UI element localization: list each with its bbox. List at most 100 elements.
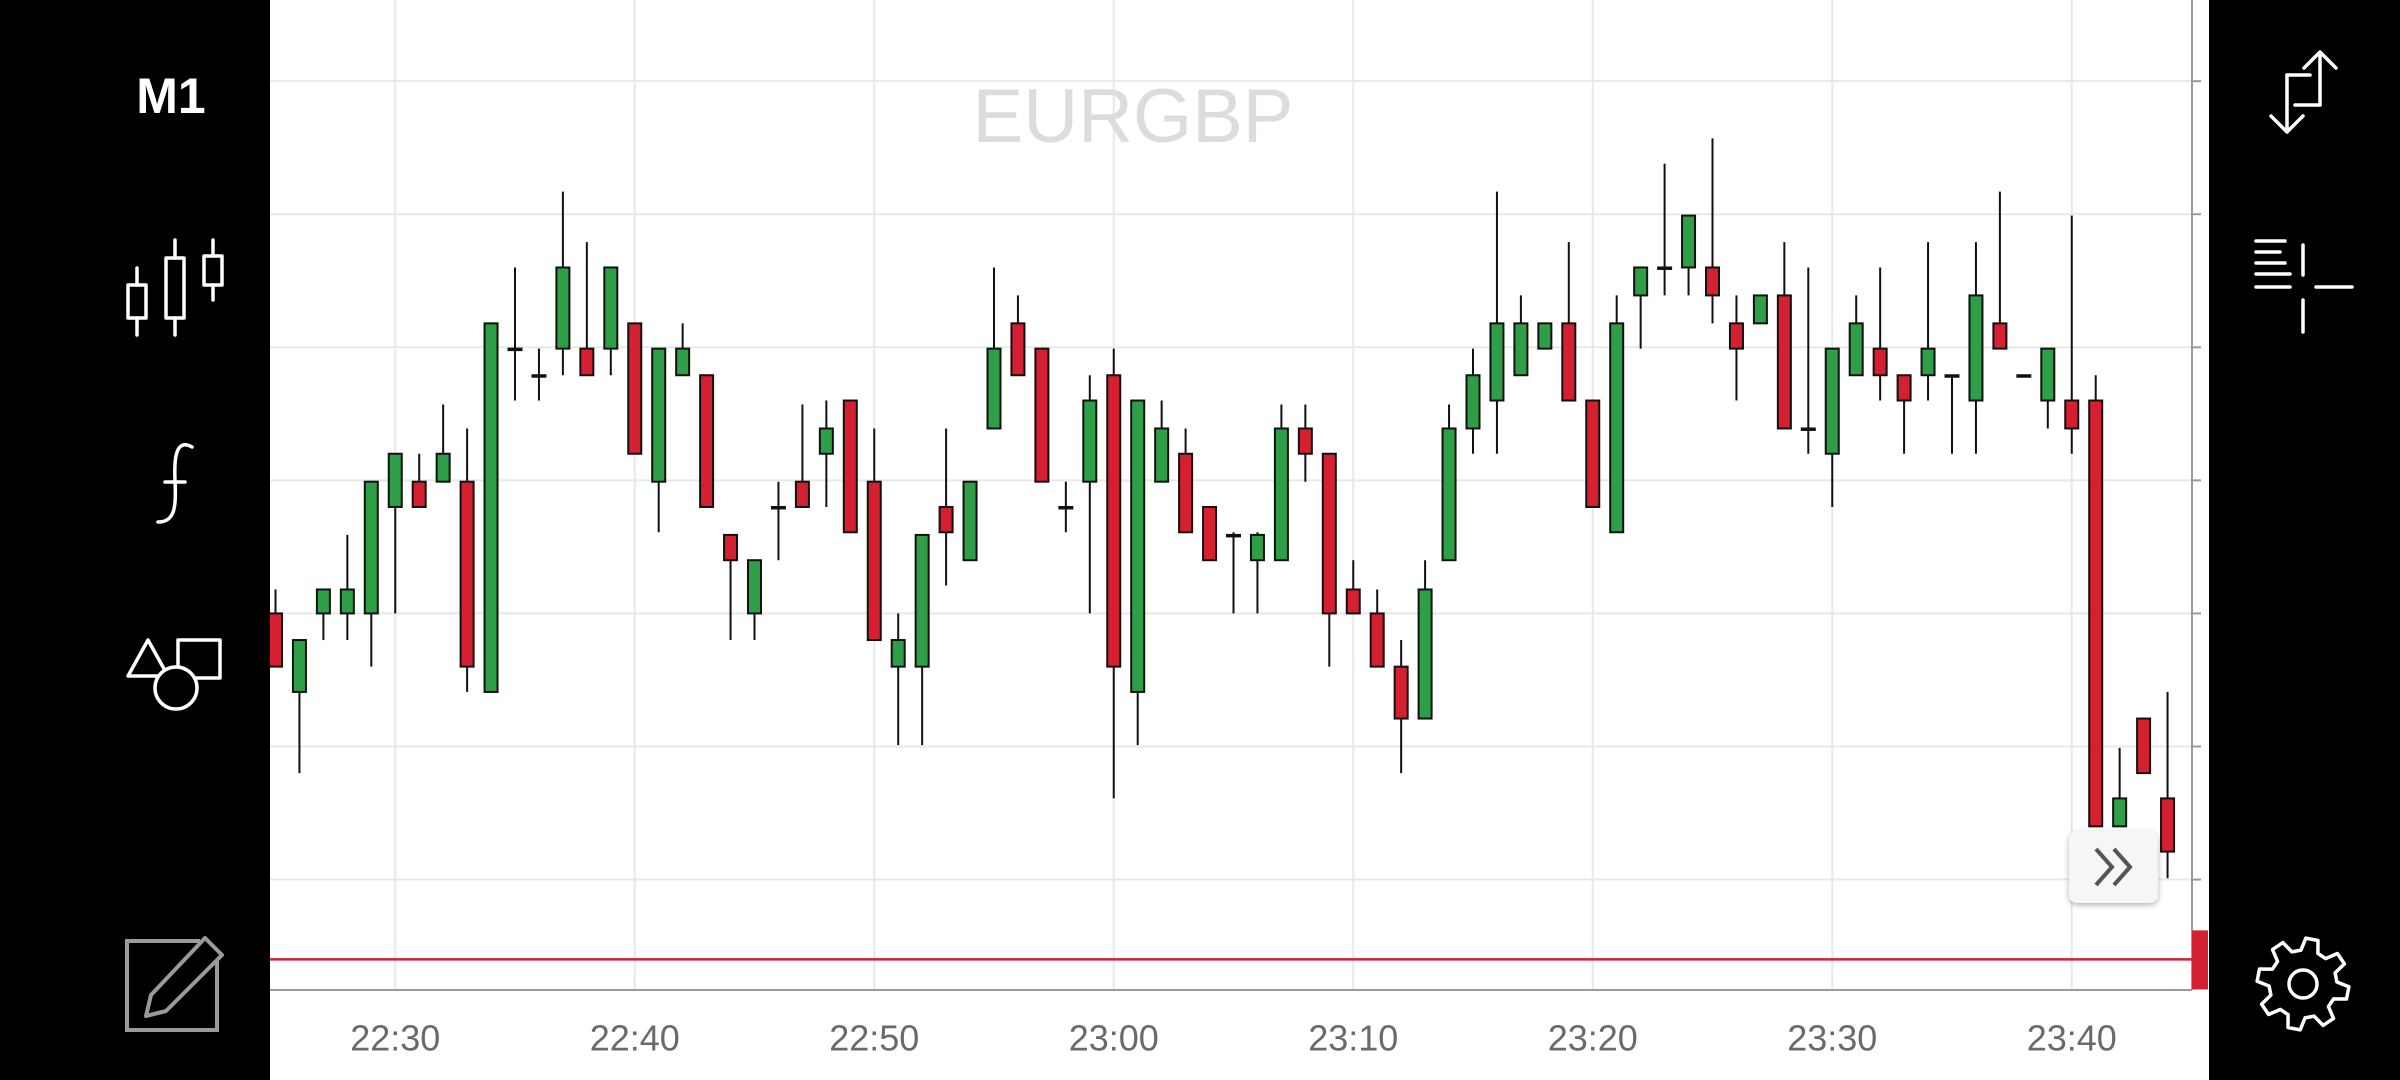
candle-body: [1848, 322, 1864, 377]
double-chevron-icon: [2094, 847, 2133, 887]
candle-body: [531, 374, 547, 378]
crosshair-icon[interactable]: [2254, 239, 2354, 334]
candle-body: [770, 505, 786, 510]
candle-body: [2112, 797, 2128, 828]
candle-body: [1273, 427, 1289, 562]
candle-body: [1489, 322, 1505, 402]
candle-body: [1010, 322, 1026, 377]
candle-body: [866, 480, 882, 642]
candle-body: [651, 347, 667, 483]
candle-body: [890, 639, 906, 668]
candle-body: [1178, 452, 1194, 534]
candle-body: [387, 452, 403, 508]
candle-body: [1657, 266, 1673, 270]
candle-body: [627, 322, 643, 455]
candle-body: [1944, 374, 1960, 378]
candle-body: [1226, 533, 1241, 538]
plot-area: [270, 0, 2209, 1080]
candle-body: [723, 533, 739, 562]
candle-body: [914, 533, 930, 668]
x-tick-label: 23:40: [2027, 1018, 2117, 1059]
candle-body: [1609, 322, 1625, 534]
candle-body: [2064, 399, 2080, 430]
candle-body: [1705, 266, 1720, 297]
candle-body: [1920, 347, 1936, 377]
candle-body: [291, 639, 307, 693]
candle-body: [1776, 294, 1792, 430]
candle-body: [1896, 374, 1912, 402]
candle-body: [747, 559, 762, 615]
candle-body: [1106, 374, 1122, 668]
candle-body: [1345, 588, 1361, 615]
candle-body: [986, 347, 1002, 430]
candle-body: [2016, 374, 2032, 378]
candle-body: [1369, 612, 1385, 668]
candle-body: [1417, 588, 1433, 720]
candle-body: [1082, 399, 1098, 483]
candle-body: [675, 347, 691, 377]
x-tick-label: 22:50: [829, 1018, 919, 1059]
candle-body: [1321, 452, 1337, 615]
price-marker: [2192, 930, 2208, 990]
x-tick-label: 23:00: [1069, 1018, 1159, 1059]
x-tick-label: 22:30: [350, 1018, 440, 1059]
edit-icon[interactable]: [125, 936, 224, 1032]
candle-body: [1992, 322, 2008, 350]
candle-body: [818, 427, 834, 455]
candle-body: [363, 480, 379, 615]
timeframe-button[interactable]: M1: [136, 68, 205, 124]
candle-body: [1633, 266, 1649, 297]
x-tick-label: 23:30: [1787, 1018, 1877, 1059]
candle-body: [938, 505, 954, 534]
candle-body: [1297, 427, 1313, 455]
candle-body: [1561, 322, 1577, 402]
candle-body: [1872, 347, 1888, 377]
candle-body: [1752, 294, 1768, 325]
candle-body: [1130, 399, 1146, 693]
candle-body: [1681, 214, 1697, 269]
chart-type-icon[interactable]: [126, 238, 224, 337]
chart-title: EURGBP: [973, 74, 1294, 159]
candle-body: [1585, 399, 1601, 508]
candle-body: [315, 588, 331, 615]
x-tick-label: 23:10: [1308, 1018, 1398, 1059]
scroll-end-button[interactable]: [2069, 831, 2158, 903]
candle-body: [1537, 322, 1553, 350]
settings-icon[interactable]: [2255, 936, 2351, 1032]
candle-body: [1465, 374, 1481, 430]
candle-body: [962, 480, 978, 562]
candle-body: [1393, 665, 1409, 720]
candle-body: [2040, 347, 2056, 402]
drawing-tools-icon[interactable]: [126, 638, 222, 711]
candle-body: [555, 266, 571, 350]
candle-body: [1249, 533, 1265, 562]
candle-body: [435, 452, 451, 483]
x-tick-label: 22:40: [590, 1018, 680, 1059]
candle-body: [339, 588, 355, 615]
candle-body: [794, 480, 810, 508]
candle-body: [1034, 347, 1050, 483]
candle-body: [459, 480, 475, 668]
candle-body: [483, 322, 499, 693]
candle-body: [507, 347, 523, 352]
orientation-icon[interactable]: [2269, 50, 2338, 134]
candle-body: [1968, 294, 1984, 402]
candle-body: [270, 612, 283, 668]
candle-body: [842, 399, 858, 534]
gear-outline: [2255, 936, 2351, 1032]
indicators-icon[interactable]: [156, 443, 194, 524]
candle-body: [1058, 505, 1074, 510]
candle-body: [1513, 322, 1529, 377]
overlay: 22:30 22:40 22:50 23:00 23:10 23:20 23:30 23:40: [270, 80, 2208, 1059]
candle-body: [1800, 427, 1816, 431]
candles: [270, 138, 2176, 879]
candle-body: [1154, 427, 1170, 483]
candle-body: [2160, 797, 2176, 853]
candle-body: [2136, 717, 2152, 775]
x-tick-label: 23:20: [1548, 1018, 1638, 1059]
candle-body: [2088, 399, 2104, 828]
candle-body: [1202, 505, 1218, 562]
